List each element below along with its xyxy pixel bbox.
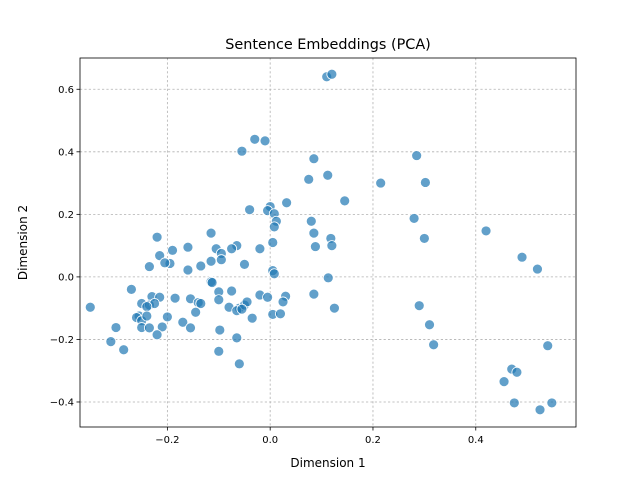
scatter-point [84,301,96,313]
x-tick-label: 0.4 [468,435,484,446]
scatter-point [151,329,163,341]
scatter-point [281,197,293,209]
scatter-point [161,311,173,323]
scatter-point [428,339,440,351]
scatter-point [267,237,279,248]
scatter-point [159,257,171,269]
x-tick-label: 0.0 [262,435,278,446]
scatter-point [254,243,266,255]
scatter-point [206,277,218,288]
scatter-point [418,233,430,244]
x-axis-ticks: −0.2 0.0 0.2 0.4 [155,427,484,446]
y-tick-label: 0.6 [58,85,74,96]
y-tick-label: 0.2 [58,210,74,221]
scatter-point [420,177,431,188]
scatter-point [105,336,117,348]
scatter-point [190,306,202,318]
scatter-point [195,260,207,272]
scatter-point [110,322,122,333]
scatter-point [413,300,425,312]
scatter-point [408,213,420,224]
scatter-point [508,397,520,409]
scatter-point [498,376,510,388]
scatter-point [177,316,189,328]
chart-title: Sentence Embeddings (PCA) [225,37,431,53]
scatter-point [231,332,243,344]
scatter-point [308,288,320,300]
scatter-point [411,150,423,161]
scatter-point [259,135,271,147]
scatter-point [143,322,155,334]
scatter-point [305,215,317,227]
scatter-point [329,302,340,314]
scatter-point [303,173,315,185]
scatter-point [424,319,435,331]
scatter-point [169,292,181,304]
scatter-point [236,145,248,157]
scatter-point [215,254,227,266]
scatter-point [246,312,258,324]
scatter-point [546,397,558,409]
y-axis-label: Dimension 2 [16,205,30,280]
scatter-point [534,404,546,416]
scatter-point [182,241,194,253]
scatter-point [233,358,245,370]
scatter-point [125,284,137,295]
scatter-point [268,268,280,280]
scatter-point [511,366,523,378]
scatter-point [277,296,289,308]
scatter-point [226,243,238,255]
scatter-point [151,231,163,243]
scatter-point [322,169,334,181]
scatter-point [322,272,334,284]
scatter-point [310,241,321,252]
scatter-point [249,133,261,145]
scatter-point [244,204,256,216]
scatter-point [141,301,153,313]
y-tick-label: 0.4 [58,147,74,158]
scatter-point [226,285,238,297]
x-axis-label: Dimension 1 [290,456,365,470]
scatter-point [516,251,528,263]
scatter-point [195,298,207,309]
scatter-point [236,303,248,315]
y-axis-ticks: −0.4 −0.2 0.0 0.2 0.4 0.6 [50,85,80,409]
scatter-point [262,291,274,303]
scatter-point [185,322,196,334]
y-tick-label: 0.0 [58,272,74,283]
scatter-point [268,221,280,233]
scatter-point [213,294,225,306]
scatter-point [156,321,168,333]
x-tick-label: 0.2 [365,435,381,446]
x-tick-label: −0.2 [155,435,179,446]
y-tick-label: −0.4 [50,398,74,409]
scatter-point [205,227,217,239]
scatter-point [141,310,153,322]
scatter-point [339,195,351,207]
scatter-point [167,244,178,256]
scatter-point [275,308,286,320]
data-points [84,68,558,416]
scatter-point [182,264,194,276]
scatter-point [542,340,554,352]
plot-frame [79,57,577,428]
y-tick-label: −0.2 [50,335,74,346]
scatter-point [308,227,320,239]
scatter-point [532,263,543,275]
scatter-point [375,177,387,189]
scatter-point [213,345,225,357]
scatter-point [118,344,130,356]
scatter-point [143,261,155,272]
scatter-point [308,153,320,165]
scatter-point [205,255,217,267]
scatter-point [326,240,338,252]
scatter-point [239,258,250,270]
scatter-point [480,225,492,237]
scatter-point [214,324,226,336]
scatter-point [326,68,338,80]
